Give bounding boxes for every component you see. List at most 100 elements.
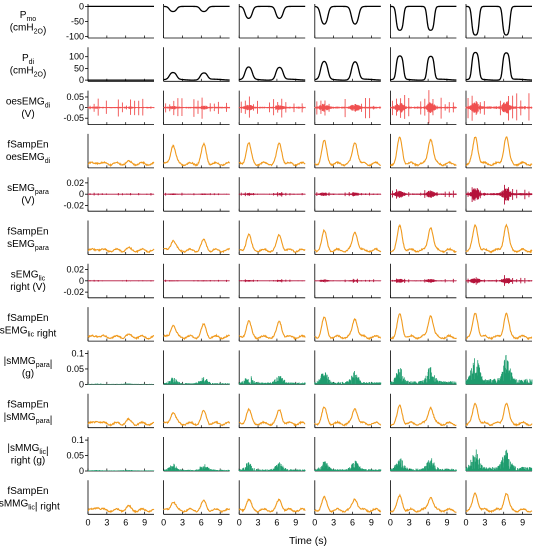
series-line — [87, 417, 155, 427]
series-line — [389, 493, 457, 514]
series-line — [163, 71, 230, 81]
row-11: fSampEn|sMMGlic| right — [0, 480, 533, 515]
row-0: Pmo (cmH2O) 0 -50 -100 — [10, 1, 532, 41]
row-5: fSampEn sEMGpara — [7, 220, 533, 255]
x-tick-label: 3 — [104, 517, 109, 527]
x-tick-label: 6 — [501, 517, 506, 527]
panel-r0-c3 — [314, 4, 381, 39]
panel-r0-c5 — [465, 4, 532, 39]
series-line — [238, 375, 306, 385]
panel-r2-c4 — [389, 90, 457, 125]
x-tick-label: 0 — [463, 517, 468, 527]
panel-r1-c3 — [314, 47, 381, 82]
panel-r6-c1 — [163, 263, 231, 299]
x-axis: 0 3 6 9 0 3 6 9 0 3 6 9 0 3 6 9 0 3 6 9 0 3 6 9 — [85, 517, 525, 527]
series-line — [238, 407, 306, 427]
y-tick-label: 0.02 — [66, 178, 84, 188]
panel-r7-c4 — [389, 307, 457, 342]
x-tick-label: 3 — [407, 517, 412, 527]
series-line — [87, 246, 155, 254]
panel-r10-c1 — [163, 437, 230, 472]
x-tick-label: 6 — [350, 517, 355, 527]
panel-r9-c4 — [389, 393, 457, 429]
y-tick-label: 0.05 — [66, 451, 84, 461]
series-line — [163, 323, 231, 341]
x-tick-label: 9 — [218, 517, 223, 527]
series-line — [314, 371, 382, 385]
series-line — [390, 404, 457, 427]
panel-r3-c5 — [465, 133, 533, 169]
series-line — [238, 141, 306, 167]
panel-r1-c5 — [465, 47, 533, 82]
series-line — [239, 233, 306, 254]
series-line — [239, 66, 306, 81]
panel-r10-c4 — [389, 437, 457, 472]
series-line — [239, 5, 306, 20]
x-tick-label: 3 — [331, 517, 336, 527]
row-9: fSampEn |sMMGpara| — [4, 393, 533, 429]
x-tick-label: 0 — [312, 517, 317, 527]
panel-r4-c2 — [238, 177, 306, 212]
x-tick-label: 9 — [142, 517, 147, 527]
panel-r8-c2 — [238, 350, 306, 385]
panel-r7-c2 — [238, 307, 306, 342]
series-line — [390, 367, 457, 385]
series-line — [314, 495, 382, 513]
x-tick-label: 0 — [85, 517, 90, 527]
y-tick-label: -0.05 — [63, 113, 84, 123]
panel-r0-c4 — [389, 4, 457, 39]
y-tick-label: 0 — [79, 466, 84, 476]
series-line — [87, 469, 155, 471]
series-line — [87, 383, 155, 385]
panel-r4-c3 — [314, 177, 382, 212]
series-line — [465, 51, 533, 81]
panel-r9-c5 — [465, 393, 533, 429]
panel-r10-c2 — [238, 437, 306, 472]
panel-r1-c2 — [238, 47, 306, 82]
y-tick-label: 0 — [79, 103, 84, 113]
panel-r8-c0 — [87, 350, 155, 385]
series-line — [389, 90, 457, 124]
panel-r4-c4 — [389, 177, 457, 212]
panel-r9-c2 — [238, 393, 306, 429]
series-line — [238, 96, 306, 118]
panel-r6-c3 — [314, 263, 382, 299]
row-label: fSampEn|sMMGlic| right — [0, 486, 60, 513]
panel-r2-c1 — [163, 90, 231, 125]
series-line — [87, 333, 155, 341]
panel-r6-c0 — [87, 263, 155, 299]
panel-r8-c4 — [389, 350, 457, 385]
series-line — [163, 97, 231, 119]
row-4: sEMGpara (V) 0.020 -0.02 — [7, 177, 533, 212]
series-line — [314, 5, 381, 25]
series-line — [163, 499, 231, 513]
series-line — [466, 5, 532, 36]
panel-r7-c3 — [314, 307, 382, 342]
x-axis-label: Time (s) — [289, 535, 327, 547]
panel-r6-c2 — [238, 263, 306, 299]
series-line — [163, 5, 230, 13]
panel-r11-c4 — [389, 480, 457, 515]
y-tick-label: 0.02 — [66, 264, 84, 274]
series-line — [314, 60, 381, 81]
panel-r4-c1 — [163, 177, 231, 212]
series-line — [465, 136, 533, 167]
y-tick-label: 0 — [79, 276, 84, 286]
x-tick-label: 9 — [369, 517, 374, 527]
panel-r2-c2 — [238, 90, 306, 125]
series-line — [314, 98, 382, 119]
panel-r3-c0 — [87, 133, 155, 169]
panel-r5-c1 — [163, 220, 231, 255]
series-line — [163, 141, 231, 167]
row-label: fSampEn sEMGpara — [7, 226, 49, 252]
row-label: fSampEn sEMGlic right — [0, 313, 57, 340]
series-line — [465, 184, 533, 205]
panel-r1-c0 — [87, 47, 154, 82]
series-line — [163, 409, 231, 427]
series-line — [465, 492, 533, 514]
panel-r3-c3 — [314, 133, 381, 169]
x-tick-label: 0 — [237, 517, 242, 527]
panel-r2-c0 — [87, 90, 155, 125]
series-line — [465, 354, 533, 385]
